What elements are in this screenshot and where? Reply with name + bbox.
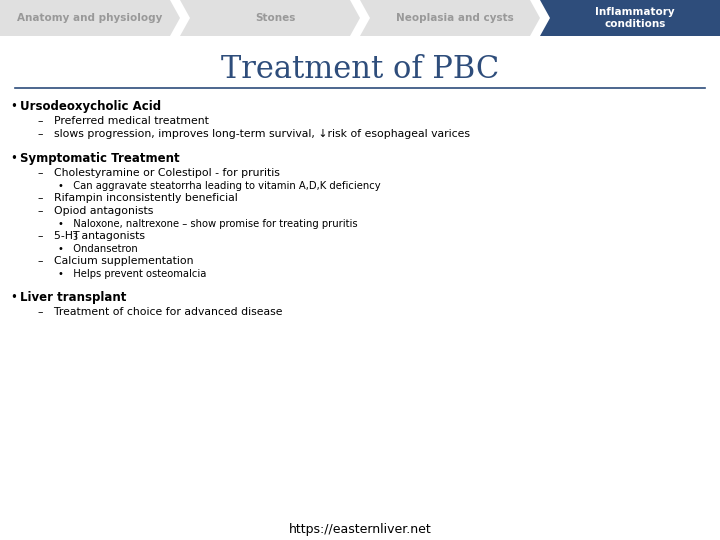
Polygon shape xyxy=(360,0,540,36)
Text: Inflammatory
conditions: Inflammatory conditions xyxy=(595,7,675,29)
Text: Anatomy and physiology: Anatomy and physiology xyxy=(17,13,163,23)
Text: –   Opiod antagonists: – Opiod antagonists xyxy=(38,206,153,216)
Text: 3: 3 xyxy=(73,233,78,242)
Text: Symptomatic Treatment: Symptomatic Treatment xyxy=(20,152,179,165)
Polygon shape xyxy=(0,0,180,36)
Text: Stones: Stones xyxy=(255,13,295,23)
Text: –   Calcium supplementation: – Calcium supplementation xyxy=(38,256,194,266)
Polygon shape xyxy=(180,0,360,36)
Text: Treatment of PBC: Treatment of PBC xyxy=(221,55,499,85)
Text: •   Helps prevent osteomalcia: • Helps prevent osteomalcia xyxy=(58,269,207,279)
Text: •: • xyxy=(10,291,17,304)
Text: –   Rifampin inconsistently beneficial: – Rifampin inconsistently beneficial xyxy=(38,193,238,203)
Text: –   5-HT: – 5-HT xyxy=(38,231,79,241)
Text: •   Naloxone, naltrexone – show promise for treating pruritis: • Naloxone, naltrexone – show promise fo… xyxy=(58,219,358,229)
Text: –   Treatment of choice for advanced disease: – Treatment of choice for advanced disea… xyxy=(38,307,282,317)
Text: –   Preferred medical treatment: – Preferred medical treatment xyxy=(38,116,209,126)
Text: antagonists: antagonists xyxy=(78,231,145,241)
Text: Ursodeoxycholic Acid: Ursodeoxycholic Acid xyxy=(20,100,161,113)
Text: Liver transplant: Liver transplant xyxy=(20,291,127,304)
Text: •: • xyxy=(10,100,17,113)
Polygon shape xyxy=(540,0,720,36)
Text: –   slows progression, improves long-term survival, ↓risk of esophageal varices: – slows progression, improves long-term … xyxy=(38,129,470,139)
Text: •   Ondansetron: • Ondansetron xyxy=(58,244,138,254)
Text: •: • xyxy=(10,152,17,165)
Text: Neoplasia and cysts: Neoplasia and cysts xyxy=(396,13,514,23)
Text: •   Can aggravate steatorrha leading to vitamin A,D,K deficiency: • Can aggravate steatorrha leading to vi… xyxy=(58,181,381,191)
Text: https://easternliver.net: https://easternliver.net xyxy=(289,523,431,537)
Text: –   Cholestyramine or Colestipol - for pruritis: – Cholestyramine or Colestipol - for pru… xyxy=(38,168,280,178)
